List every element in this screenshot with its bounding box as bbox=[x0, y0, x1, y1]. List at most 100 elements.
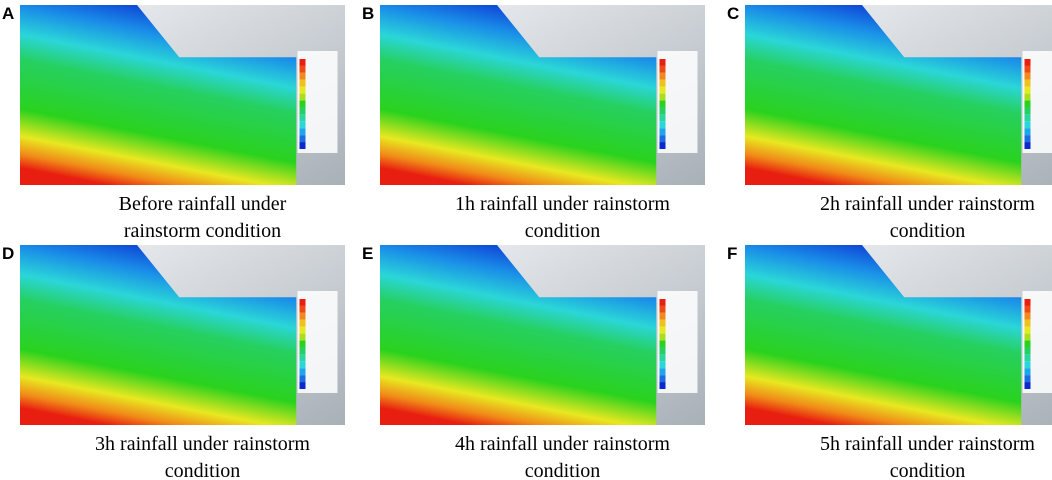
legend-swatch bbox=[659, 121, 666, 129]
legend-swatch bbox=[299, 100, 306, 108]
legend-swatch bbox=[659, 340, 666, 348]
legend-swatch bbox=[1024, 368, 1031, 376]
model-domain bbox=[380, 245, 657, 425]
model-domain bbox=[380, 5, 657, 185]
panel-letter: A bbox=[2, 4, 14, 23]
legend-swatch bbox=[659, 333, 666, 341]
legend-swatch bbox=[659, 59, 666, 66]
legend-swatch bbox=[1024, 93, 1031, 101]
legend-swatch bbox=[299, 333, 306, 341]
legend-swatch bbox=[659, 93, 666, 101]
panel-letter: C bbox=[727, 4, 739, 23]
legend-swatch bbox=[299, 361, 306, 369]
legend-swatch bbox=[1024, 347, 1031, 355]
legend-swatch bbox=[299, 79, 306, 87]
legend-swatch bbox=[659, 79, 666, 87]
legend-swatch bbox=[1024, 340, 1031, 348]
legend-swatch bbox=[299, 354, 306, 362]
legend-swatch bbox=[659, 347, 666, 355]
legend-swatch bbox=[1024, 326, 1031, 334]
legend-swatch bbox=[659, 128, 666, 136]
caption: condition bbox=[890, 460, 966, 480]
legend-swatch bbox=[299, 305, 306, 313]
legend-swatch bbox=[299, 65, 306, 73]
panel bbox=[745, 5, 1052, 185]
panel bbox=[380, 245, 705, 425]
legend-swatch bbox=[1024, 135, 1031, 143]
legend-swatch bbox=[299, 340, 306, 348]
legend-swatch bbox=[299, 128, 306, 136]
legend-swatch bbox=[1024, 72, 1031, 80]
legend-swatch bbox=[299, 326, 306, 334]
legend-swatch bbox=[1024, 305, 1031, 313]
legend-swatch bbox=[299, 107, 306, 115]
legend-swatch bbox=[1024, 319, 1031, 327]
legend-swatch bbox=[659, 375, 666, 383]
legend-swatch bbox=[299, 135, 306, 143]
legend-swatch bbox=[299, 382, 306, 389]
legend-swatch bbox=[1024, 333, 1031, 341]
legend-swatch bbox=[659, 135, 666, 143]
legend-swatch bbox=[299, 375, 306, 383]
legend-swatch bbox=[299, 299, 306, 306]
caption: 5h rainfall under rainstorm bbox=[820, 433, 1035, 455]
legend-swatch bbox=[1024, 354, 1031, 362]
legend-swatch bbox=[659, 312, 666, 320]
panel bbox=[745, 245, 1052, 425]
panel-letter: B bbox=[362, 4, 374, 23]
caption: condition bbox=[890, 220, 966, 242]
legend-swatch bbox=[299, 312, 306, 320]
legend-swatch bbox=[1024, 86, 1031, 94]
legend-swatch bbox=[299, 142, 306, 149]
legend-swatch bbox=[299, 347, 306, 355]
legend-swatch bbox=[299, 121, 306, 129]
panel bbox=[380, 5, 705, 185]
model-domain bbox=[745, 245, 1022, 425]
caption: Before rainfall under bbox=[119, 193, 287, 215]
legend-swatch bbox=[1024, 65, 1031, 73]
legend-swatch bbox=[659, 65, 666, 73]
legend-swatch bbox=[299, 72, 306, 80]
legend-swatch bbox=[1024, 114, 1031, 122]
legend-swatch bbox=[659, 142, 666, 149]
legend-swatch bbox=[1024, 59, 1031, 66]
caption: condition bbox=[525, 220, 601, 242]
legend-swatch bbox=[659, 368, 666, 376]
legend-swatch bbox=[1024, 312, 1031, 320]
legend-swatch bbox=[659, 326, 666, 334]
panel bbox=[20, 5, 345, 185]
legend-swatch bbox=[659, 354, 666, 362]
legend-swatch bbox=[1024, 107, 1031, 115]
model-domain bbox=[20, 245, 297, 425]
caption: 3h rainfall under rainstorm bbox=[95, 433, 310, 455]
caption: condition bbox=[525, 460, 601, 480]
legend-swatch bbox=[659, 305, 666, 313]
legend-swatch bbox=[659, 114, 666, 122]
panel-letter: F bbox=[727, 244, 737, 263]
legend-swatch bbox=[659, 319, 666, 327]
legend-swatch bbox=[299, 114, 306, 122]
legend-swatch bbox=[659, 299, 666, 306]
legend-swatch bbox=[659, 86, 666, 94]
model-domain bbox=[745, 5, 1022, 185]
legend-swatch bbox=[1024, 375, 1031, 383]
legend-swatch bbox=[299, 93, 306, 101]
legend-swatch bbox=[659, 382, 666, 389]
legend-swatch bbox=[1024, 361, 1031, 369]
caption: rainstorm condition bbox=[124, 220, 281, 242]
legend-swatch bbox=[659, 100, 666, 108]
legend-swatch bbox=[1024, 121, 1031, 129]
legend-swatch bbox=[659, 72, 666, 80]
legend-swatch bbox=[659, 361, 666, 369]
legend-swatch bbox=[1024, 142, 1031, 149]
panel-letter: E bbox=[362, 244, 373, 263]
panel bbox=[20, 245, 345, 425]
caption: 2h rainfall under rainstorm bbox=[820, 193, 1035, 215]
model-domain bbox=[20, 5, 297, 185]
legend-swatch bbox=[299, 59, 306, 66]
caption: 4h rainfall under rainstorm bbox=[455, 433, 670, 455]
legend-swatch bbox=[299, 368, 306, 376]
legend-swatch bbox=[1024, 100, 1031, 108]
legend-swatch bbox=[1024, 79, 1031, 87]
